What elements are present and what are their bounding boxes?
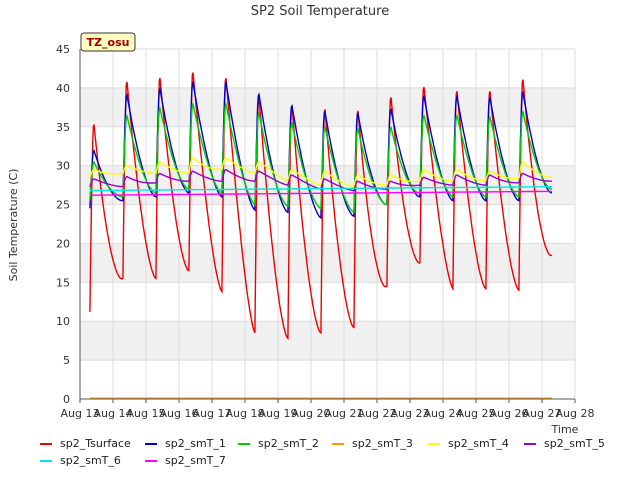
x-tick-label: Aug 14 <box>94 407 133 420</box>
legend-label: sp2_Tsurface <box>60 437 131 450</box>
series-line-sp2-smt-6 <box>89 185 552 192</box>
axes <box>79 49 576 403</box>
legend-item-sp2-smt-3: sp2_smT_3 <box>332 437 413 450</box>
legend-swatch <box>40 459 52 462</box>
legend-label: sp2_smT_6 <box>60 454 121 467</box>
y-tick-label: 10 <box>56 315 70 328</box>
y-tick-label: 0 <box>63 393 70 406</box>
y-tick-label: 45 <box>56 43 70 56</box>
y-axis-label: Soil Temperature (C) <box>7 169 20 282</box>
legend-item-sp2-smt-5: sp2_smT_5 <box>524 437 605 450</box>
x-tick-label: Aug 18 <box>226 407 265 420</box>
y-tick-label: 15 <box>56 276 70 289</box>
legend-item-sp2-smt-6: sp2_smT_6 <box>40 454 121 467</box>
y-tick-label: 35 <box>56 121 70 134</box>
legend-label: sp2_smT_5 <box>544 437 605 450</box>
x-tick-label: Aug 15 <box>127 407 166 420</box>
plot-band <box>80 321 575 361</box>
legend-label: sp2_smT_1 <box>165 437 226 450</box>
legend-label: sp2_smT_2 <box>258 437 319 450</box>
legend-label: sp2_smT_4 <box>448 437 509 450</box>
legend-label: sp2_smT_7 <box>165 454 226 467</box>
legend-swatch <box>332 442 344 445</box>
plot-band <box>80 87 575 127</box>
x-tick-label: Aug 19 <box>259 407 298 420</box>
plot-band <box>80 243 575 283</box>
legend-swatch <box>428 442 440 445</box>
series-line-sp2-tsurface <box>89 72 553 340</box>
legend-swatch <box>238 442 250 445</box>
y-tick-label: 5 <box>63 354 70 367</box>
legend-swatch <box>145 459 157 462</box>
legend: sp2_Tsurface sp2_smT_1 sp2_smT_2 sp2_smT… <box>0 434 640 474</box>
legend-item-sp2-smt-4: sp2_smT_4 <box>428 437 509 450</box>
chart-title: SP2 Soil Temperature <box>251 4 389 19</box>
x-tick-label: Aug 21 <box>325 407 364 420</box>
y-tick-label: 25 <box>56 199 70 212</box>
x-tick-label: Aug 17 <box>193 407 232 420</box>
x-tick-label: Aug 27 <box>523 407 562 420</box>
legend-swatch <box>40 442 52 445</box>
series-layer <box>89 72 553 399</box>
legend-swatch <box>524 442 536 445</box>
legend-label: sp2_smT_3 <box>352 437 413 450</box>
x-tick-label: Aug 16 <box>160 407 199 420</box>
x-tick-label: Aug 25 <box>457 407 496 420</box>
legend-item-sp2-smt-1: sp2_smT_1 <box>145 437 226 450</box>
x-tick-label: Aug 24 <box>424 407 463 420</box>
x-tick-label: Aug 20 <box>292 407 331 420</box>
series-line-sp2-smt-7 <box>89 190 552 196</box>
y-tick-label: 30 <box>56 160 70 173</box>
y-tick-label: 40 <box>56 82 70 95</box>
legend-item-sp2-smt-7: sp2_smT_7 <box>145 454 226 467</box>
x-tick-label: Aug 26 <box>490 407 529 420</box>
x-tick-label: Aug 23 <box>391 407 430 420</box>
series-line-sp2-smt-4 <box>89 157 552 188</box>
y-tick-label: 20 <box>56 237 70 250</box>
legend-item-sp2-smt-2: sp2_smT_2 <box>238 437 319 450</box>
legend-swatch <box>145 442 157 445</box>
x-axis-label: Time <box>551 423 579 436</box>
annotation-badge: TZ_osu <box>80 32 136 52</box>
x-tick-label: Aug 28 <box>556 407 595 420</box>
annotation-label: TZ_osu <box>87 36 130 49</box>
x-tick-label: Aug 22 <box>358 407 397 420</box>
legend-item-sp2-tsurface: sp2_Tsurface <box>40 437 131 450</box>
x-tick-label: Aug 13 <box>61 407 100 420</box>
